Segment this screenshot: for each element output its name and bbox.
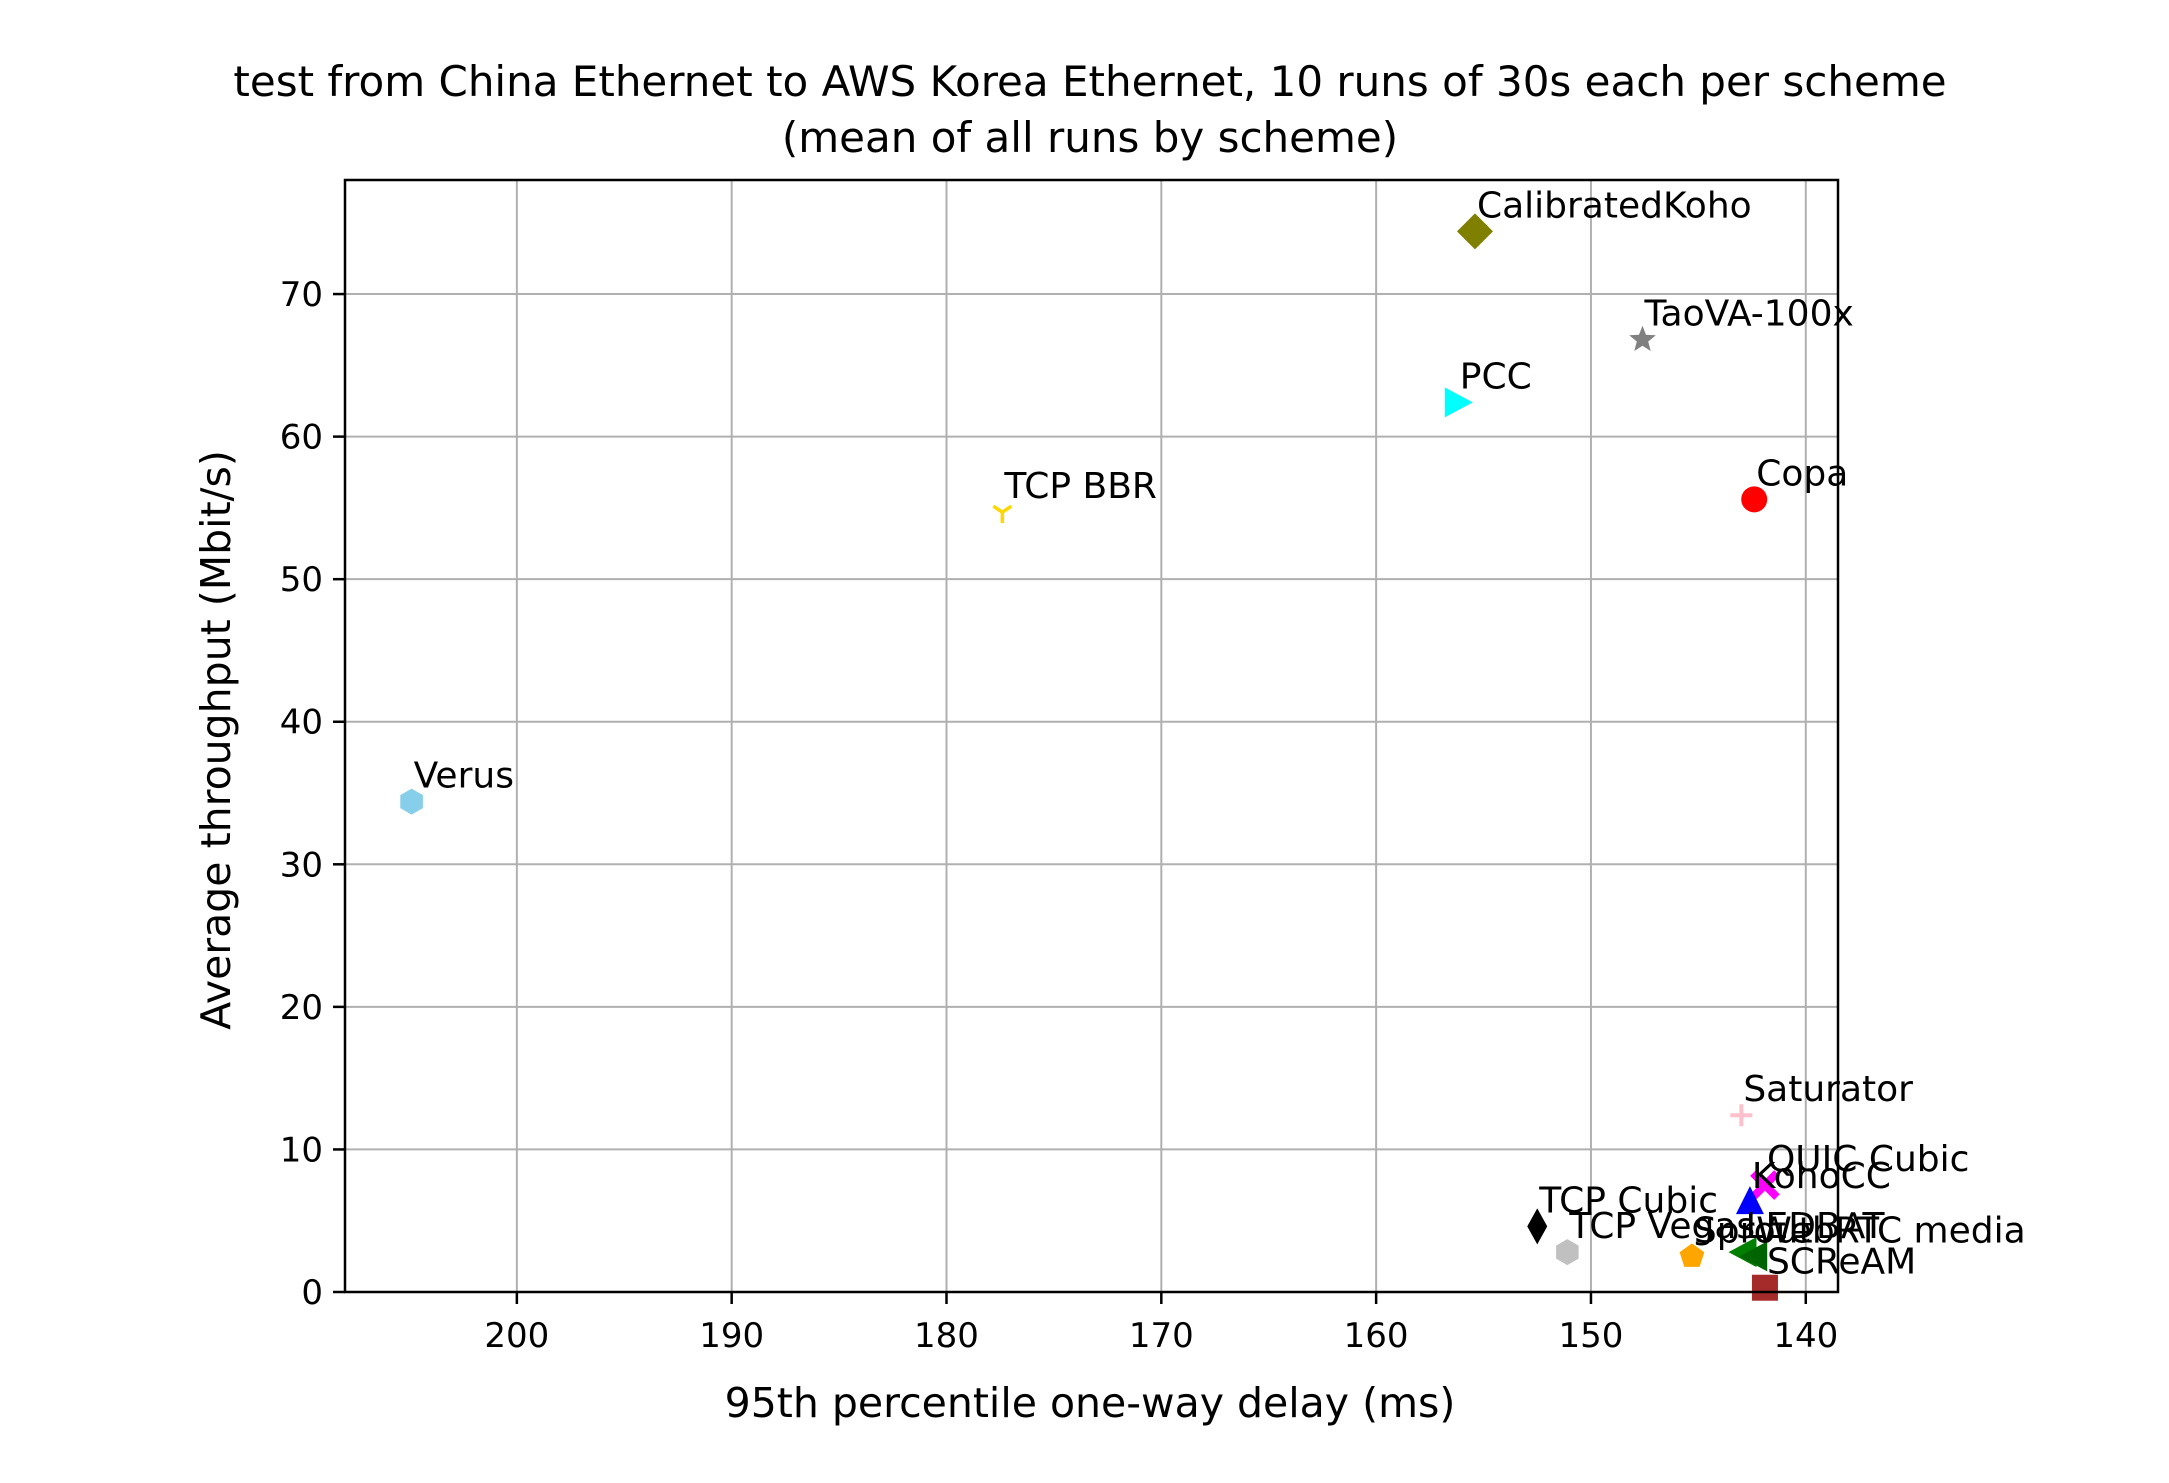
y-tick-label: 50	[280, 560, 323, 600]
point-taova-100x	[1629, 325, 1656, 351]
point-quic-cubic	[1750, 1170, 1780, 1200]
y-tick-label: 20	[280, 988, 323, 1028]
point-copa	[1741, 486, 1768, 513]
axis-ticks: 200 190 180 170 160 150 140 0 10 20 30 40 50 60 70	[280, 275, 1838, 1356]
point-tcp-vegas	[1556, 1239, 1579, 1266]
label-webrtc-media: WebRTC media	[1756, 1210, 2025, 1251]
label-tcp-bbr: TCP BBR	[1003, 466, 1157, 507]
label-scream: SCReAM	[1767, 1242, 1916, 1283]
point-kohocc	[1735, 1186, 1764, 1215]
y-tick-label: 40	[280, 703, 323, 743]
label-ledbat: LEDBAT	[1745, 1206, 1885, 1247]
point-webrtc-media	[1739, 1241, 1768, 1272]
x-tick-label: 180	[914, 1316, 979, 1356]
point-saturator	[1730, 1104, 1753, 1127]
y-tick-label: 0	[301, 1273, 323, 1313]
x-tick-label: 170	[1129, 1316, 1194, 1356]
point-calibratedkoho	[1456, 213, 1493, 250]
label-tcp-vegas: TCP Vegas	[1568, 1206, 1755, 1247]
label-kohocc: KohoCC	[1752, 1156, 1891, 1197]
label-saturator: Saturator	[1743, 1069, 1913, 1110]
label-copa: Copa	[1756, 453, 1848, 494]
chart-subtitle: (mean of all runs by scheme)	[782, 113, 1398, 162]
y-tick-label: 10	[280, 1130, 323, 1170]
plot-frame	[343, 178, 1840, 1294]
label-quic-cubic: QUIC Cubic	[1767, 1139, 1969, 1180]
y-tick-label: 60	[280, 418, 323, 458]
x-tick-label: 150	[1559, 1316, 1624, 1356]
label-calibratedkoho: CalibratedKoho	[1477, 185, 1752, 226]
y-axis-label: Average throughput (Mbit/s)	[192, 450, 240, 1030]
y-tick-label: 70	[280, 275, 323, 315]
label-tcp-cubic: TCP Cubic	[1538, 1180, 1718, 1221]
point-sprout	[1679, 1243, 1705, 1267]
point-tcp-bbr	[992, 504, 1013, 524]
data-points	[400, 213, 1780, 1301]
x-tick-label: 160	[1344, 1316, 1409, 1356]
point-verus	[400, 788, 423, 815]
x-tick-label: 200	[484, 1316, 549, 1356]
point-pcc	[1444, 387, 1473, 418]
point-tcp-cubic	[1527, 1208, 1548, 1245]
y-tick-label: 30	[280, 845, 323, 885]
point-scream	[1751, 1274, 1778, 1301]
x-tick-label: 140	[1773, 1316, 1838, 1356]
label-sprout: Sprout	[1694, 1210, 1813, 1251]
point-labels: CalibratedKoho TaoVA-100x PCC Copa TCP BBR Ve…	[414, 185, 2026, 1282]
chart-title: test from China Ethernet to AWS Korea Et…	[233, 57, 1946, 106]
label-pcc: PCC	[1460, 356, 1532, 397]
label-taova-100x: TaoVA-100x	[1644, 294, 1854, 335]
x-axis-label: 95th percentile one-way delay (ms)	[725, 1379, 1456, 1427]
label-verus: Verus	[414, 756, 514, 797]
x-tick-label: 190	[699, 1316, 764, 1356]
